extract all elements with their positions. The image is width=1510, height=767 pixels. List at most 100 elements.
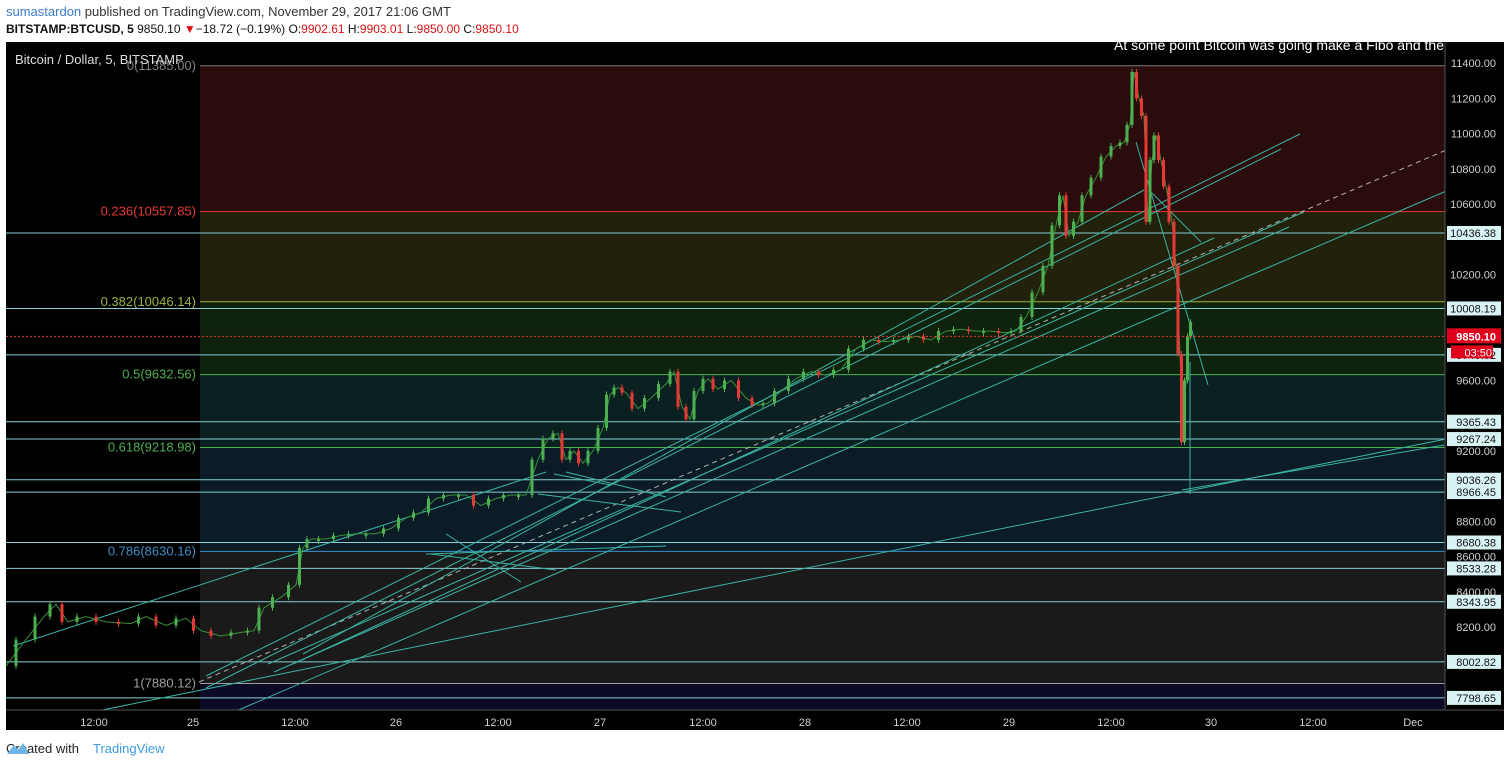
open-value: 9902.61	[301, 22, 345, 36]
price-tag	[1447, 535, 1501, 550]
price-tag-label: 9267.24	[1456, 434, 1496, 446]
candle-body	[643, 398, 646, 409]
candle-body	[246, 630, 249, 633]
candle-body	[701, 378, 705, 391]
fib-level-label: 0.786(8630.16)	[108, 543, 196, 558]
close-label: C:	[463, 22, 476, 36]
price-tag	[1447, 472, 1501, 487]
fib-level-label: 1(7880.12)	[133, 676, 196, 691]
price-tag-label: 8966.45	[1456, 487, 1496, 499]
ohlc-bar: BITSTAMP:BTCUSD, 5 9850.10 ▼−18.72 (−0.1…	[6, 22, 519, 36]
dashed-trend-line	[198, 147, 1452, 683]
candle-body	[317, 539, 320, 542]
candle-body	[1176, 265, 1180, 354]
price-tag-label: 8680.38	[1456, 537, 1496, 549]
candle-body	[1144, 116, 1148, 222]
candle-body	[14, 639, 18, 666]
candle-body	[922, 336, 925, 340]
trend-line	[1150, 191, 1202, 243]
price-tag	[1447, 414, 1501, 429]
y-tick-label: 11200.00	[1451, 93, 1496, 105]
candle-body	[517, 494, 520, 497]
candle-body	[1030, 292, 1034, 317]
high-value: 9903.01	[359, 22, 404, 36]
y-tick-label: 8800.00	[1456, 516, 1496, 528]
author-link[interactable]: sumastardon	[6, 4, 82, 19]
y-tick-label: 8600.00	[1456, 552, 1496, 564]
y-tick-label: 9200.00	[1456, 446, 1496, 458]
x-tick-label: 12:00	[1299, 717, 1327, 729]
y-tick-label: 11400.00	[1451, 58, 1496, 70]
x-tick-label: 28	[799, 717, 811, 729]
candle-body	[1080, 195, 1084, 222]
chart-title: Bitcoin / Dollar, 5, BITSTAMP	[15, 52, 184, 67]
candle-body	[817, 371, 820, 376]
price-chart[interactable]: 0(11385.00) 0.236(10557.85) 0.382(10046.14…	[6, 42, 1504, 730]
candle-body	[620, 387, 624, 393]
x-tick-label: 25	[187, 717, 199, 729]
close-value: 9850.10	[475, 22, 519, 36]
footer: Created with TradingView	[6, 741, 165, 756]
fib-zone	[200, 447, 1445, 552]
price-tag-label: 10008.19	[1450, 303, 1496, 315]
symbol-label: BITSTAMP:BTCUSD, 5	[6, 22, 134, 36]
price-tag-label: 8343.95	[1456, 597, 1496, 609]
candle-body	[174, 618, 178, 626]
candle-body	[502, 494, 505, 499]
trend-line	[553, 473, 612, 486]
candle-body	[94, 616, 98, 622]
published-text: published on TradingView.com, November 2…	[84, 4, 451, 19]
fib-zone	[200, 301, 1445, 375]
candle-body	[1050, 225, 1054, 266]
open-label: O:	[288, 22, 302, 36]
candle-body	[487, 498, 490, 506]
fib-zone	[200, 374, 1445, 448]
candle-body	[1019, 316, 1023, 332]
price-tag-label: 9036.26	[1456, 475, 1496, 487]
candle-body	[568, 450, 572, 460]
price-tag	[1447, 654, 1501, 669]
trend-line	[12, 471, 547, 647]
trend-line	[1181, 443, 1451, 491]
candle-body	[1152, 135, 1156, 161]
candle-body	[676, 371, 680, 407]
candle-body	[560, 433, 564, 460]
trend-line	[445, 533, 522, 583]
trend-line	[565, 471, 667, 498]
candle-body	[832, 369, 835, 376]
candle-body	[229, 632, 233, 636]
candle-body	[952, 329, 955, 332]
candle-body	[287, 584, 290, 598]
candle-body	[1064, 195, 1068, 236]
x-tick-label: 30	[1205, 717, 1217, 729]
fib-level-label: 0.5(9632.56)	[122, 367, 196, 382]
candle-body	[711, 378, 715, 390]
tradingview-brand[interactable]: TradingView	[92, 741, 165, 756]
candle-body	[877, 339, 880, 342]
candle-body	[1180, 353, 1183, 443]
price-tag-label: 7798.65	[1456, 693, 1496, 705]
price-tag	[1447, 225, 1501, 240]
countdown-label: 03:50	[1464, 347, 1492, 359]
candle-body	[1041, 265, 1045, 293]
candle-body	[1099, 156, 1103, 178]
candle-body	[1183, 380, 1186, 443]
current-price-tag-label: 9850.10	[1456, 331, 1496, 343]
current-price-tag	[1447, 328, 1501, 344]
publish-info: sumastardon published on TradingView.com…	[6, 4, 451, 19]
candle-body	[257, 607, 261, 631]
candle-body	[1189, 322, 1192, 337]
candle-body	[192, 618, 195, 631]
candle-body	[982, 331, 985, 334]
y-tick-label: 10800.00	[1450, 164, 1496, 176]
candle-body	[298, 547, 301, 585]
candle-body	[1009, 331, 1013, 334]
candle-body	[668, 371, 672, 384]
chart-panel[interactable]: 0(11385.00) 0.236(10557.85) 0.382(10046.14…	[6, 42, 1504, 730]
price-tag	[1447, 432, 1501, 447]
candle-body	[117, 621, 120, 624]
candle-body	[737, 380, 740, 399]
x-tick-label: 12:00	[689, 717, 717, 729]
candle-body	[137, 616, 140, 624]
low-value: 9850.00	[416, 22, 461, 36]
